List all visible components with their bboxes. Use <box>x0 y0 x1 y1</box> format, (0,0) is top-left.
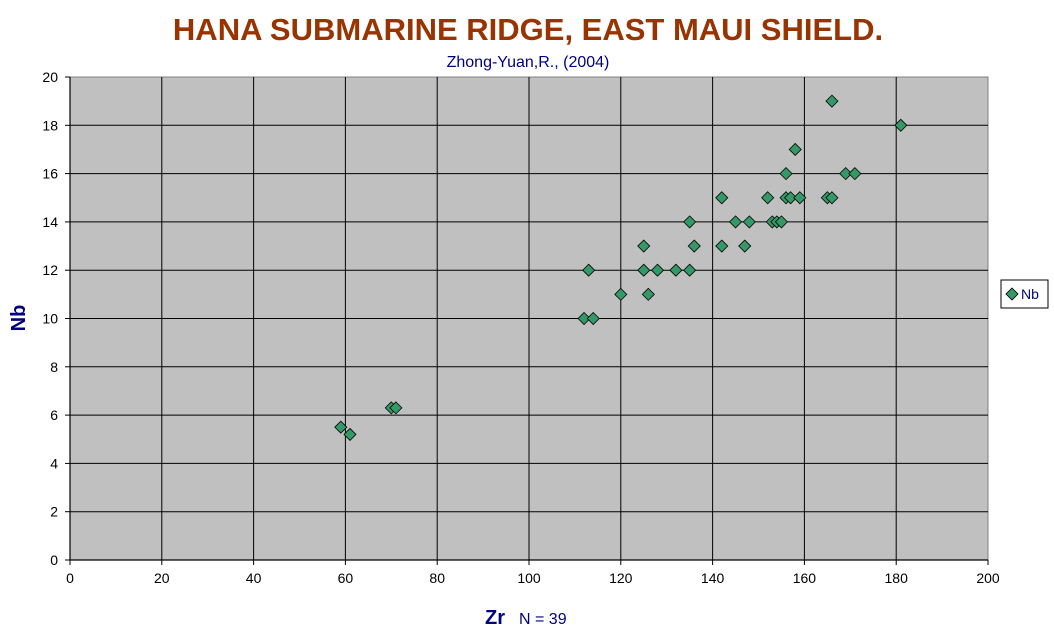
x-axis-ticks: 0 20 40 60 80 100 120 140 160 180 200 <box>66 559 1000 586</box>
x-tick-label: 180 <box>885 570 909 586</box>
data-point <box>637 263 651 277</box>
y-tick-label: 14 <box>42 214 58 230</box>
x-tick-label: 40 <box>246 570 262 586</box>
data-point <box>761 191 775 205</box>
y-tick-label: 18 <box>42 117 58 133</box>
legend-diamond-icon <box>1005 287 1019 301</box>
legend-box <box>1000 279 1049 309</box>
data-point <box>793 191 807 205</box>
gridlines <box>70 77 988 560</box>
data-point <box>669 263 683 277</box>
data-point <box>788 142 802 157</box>
data-point <box>343 427 357 441</box>
data-point <box>334 420 348 434</box>
y-tick-label: 0 <box>50 552 58 568</box>
y-tick-label: 20 <box>42 69 58 85</box>
y-tick-label: 16 <box>42 166 58 182</box>
data-point <box>650 263 665 277</box>
x-tick-label: 0 <box>66 570 74 586</box>
data-point <box>848 167 862 181</box>
x-tick-label: 100 <box>517 570 541 586</box>
x-axis-title: Zr <box>485 607 505 629</box>
data-point <box>738 239 752 253</box>
data-point <box>637 239 651 253</box>
legend: Nb <box>1000 279 1049 309</box>
data-point <box>825 94 839 108</box>
x-tick-label: 20 <box>154 570 170 586</box>
chart-title: HANA SUBMARINE RIDGE, EAST MAUI SHIELD. <box>173 12 883 47</box>
data-point <box>894 118 908 132</box>
sample-count-note: N = 39 <box>519 611 567 628</box>
y-tick-label: 12 <box>42 262 58 278</box>
x-tick-label: 120 <box>609 570 633 586</box>
y-axis-title: Nb <box>8 305 30 332</box>
data-point <box>577 311 591 326</box>
data-point <box>728 215 743 229</box>
data-point <box>784 191 798 205</box>
data-point <box>687 239 701 253</box>
data-point <box>779 167 793 181</box>
data-point <box>683 263 697 277</box>
data-point <box>586 311 600 326</box>
x-tick-label: 200 <box>976 570 1000 586</box>
data-point <box>715 191 729 205</box>
data-point <box>683 215 697 229</box>
legend-label-nb: Nb <box>1021 286 1039 302</box>
y-tick-label: 8 <box>50 359 58 375</box>
data-points <box>334 94 908 441</box>
chart-subtitle: Zhong-Yuan,R., (2004) <box>447 54 610 71</box>
x-tick-label: 80 <box>429 570 445 586</box>
y-tick-label: 10 <box>42 311 58 327</box>
y-tick-label: 6 <box>50 407 58 423</box>
x-tick-label: 140 <box>701 570 725 586</box>
x-tick-label: 60 <box>338 570 354 586</box>
data-point <box>742 215 756 229</box>
data-point <box>715 239 729 253</box>
data-point <box>839 167 853 181</box>
y-axis-ticks: 0 2 4 6 8 10 12 14 16 18 20 <box>42 69 71 568</box>
x-tick-label: 160 <box>793 570 817 586</box>
data-point <box>774 215 789 229</box>
data-point <box>641 287 655 301</box>
data-point <box>389 401 403 415</box>
data-point <box>614 287 628 301</box>
y-tick-label: 4 <box>50 455 58 471</box>
data-point <box>825 191 839 205</box>
data-point <box>582 263 596 277</box>
y-tick-label: 2 <box>50 504 58 520</box>
